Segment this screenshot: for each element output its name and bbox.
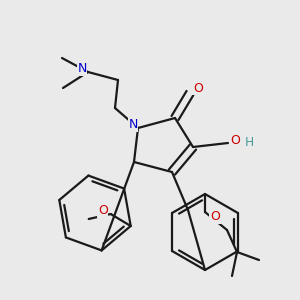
Text: N: N [128, 118, 138, 131]
Text: O: O [210, 211, 220, 224]
Text: O: O [193, 82, 203, 94]
Text: O: O [230, 134, 240, 148]
Text: N: N [77, 62, 87, 76]
Text: H: H [244, 136, 253, 148]
Text: O: O [98, 205, 108, 218]
